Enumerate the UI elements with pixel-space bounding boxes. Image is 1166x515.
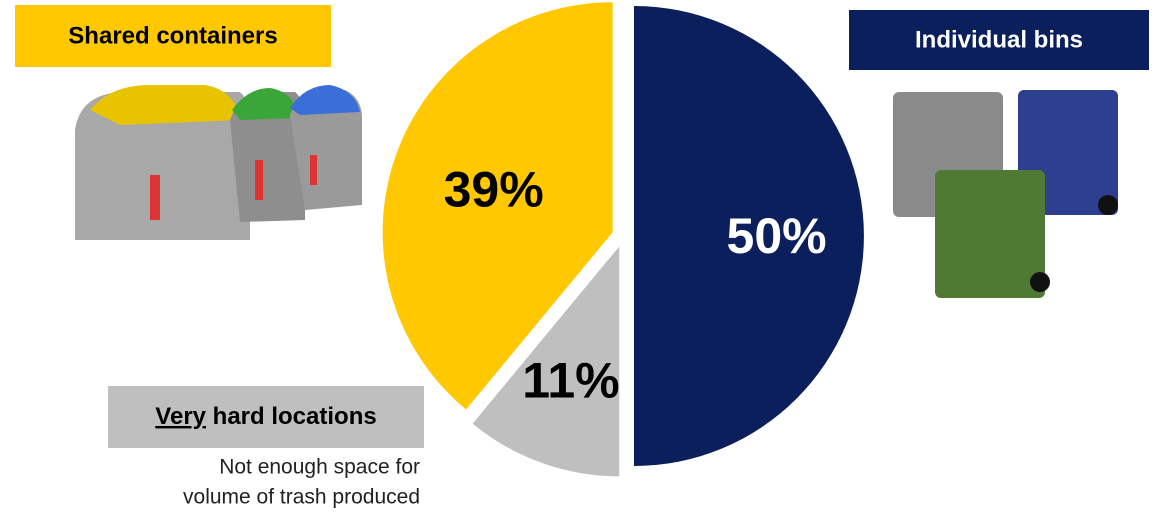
category-label: Shared containers bbox=[68, 22, 277, 49]
shared-containers-illustration bbox=[75, 85, 362, 240]
category-box bbox=[15, 5, 331, 67]
category-box bbox=[108, 386, 424, 448]
individual-bins-illustration bbox=[893, 90, 1118, 298]
pie-slice bbox=[382, 2, 613, 410]
pie-slice bbox=[634, 6, 864, 466]
category-box bbox=[849, 10, 1149, 70]
pie: 50% 11% 39% bbox=[382, 2, 864, 477]
value-label: 11% bbox=[522, 353, 619, 409]
category-label: Very hard locations bbox=[155, 403, 376, 430]
pie-slice bbox=[472, 246, 620, 477]
category-label: Individual bins bbox=[915, 26, 1083, 53]
annotation: volume of trash produced bbox=[183, 486, 420, 509]
value-label: 39% bbox=[444, 162, 544, 218]
annotation: Not enough space for bbox=[219, 456, 420, 479]
value-label: 50% bbox=[727, 208, 827, 264]
